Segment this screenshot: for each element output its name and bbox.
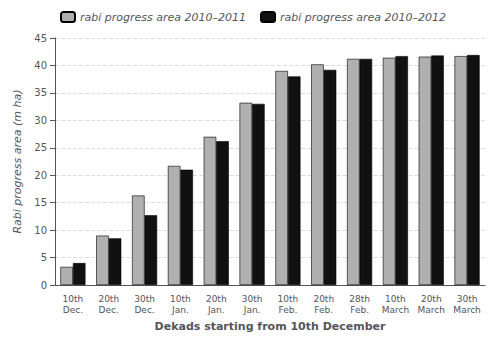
svg-text:28th: 28th [349,294,370,304]
svg-text:30: 30 [34,115,47,126]
svg-text:10th: 10th [63,294,84,304]
svg-text:15: 15 [34,197,47,208]
svg-text:5: 5 [41,252,47,263]
svg-text:20th: 20th [98,294,119,304]
svg-text:rabi progress area 2010–2012: rabi progress area 2010–2012 [280,11,446,24]
svg-text:45: 45 [34,33,47,44]
svg-text:Feb.: Feb. [350,305,369,315]
svg-text:Rabi progress area (m ha): Rabi progress area (m ha) [11,89,24,233]
svg-text:Jan.: Jan. [171,305,189,315]
svg-text:Dec.: Dec. [63,305,83,315]
svg-text:20th: 20th [421,294,442,304]
svg-text:40: 40 [34,60,47,71]
svg-text:Feb.: Feb. [279,305,298,315]
svg-text:10th: 10th [278,294,299,304]
svg-text:Dec.: Dec. [134,305,154,315]
svg-text:Feb.: Feb. [314,305,333,315]
svg-text:35: 35 [34,87,47,98]
svg-text:0: 0 [41,280,47,291]
svg-text:Jan.: Jan. [243,305,261,315]
svg-text:30th: 30th [242,294,263,304]
svg-text:March: March [453,305,480,315]
svg-text:20: 20 [34,170,47,181]
svg-text:10th: 10th [385,294,406,304]
svg-text:20th: 20th [313,294,334,304]
svg-text:30th: 30th [134,294,155,304]
svg-text:Dec.: Dec. [99,305,119,315]
svg-text:10: 10 [34,225,47,236]
svg-text:Dekads starting from 10th Dece: Dekads starting from 10th December [155,320,386,333]
svg-text:March: March [382,305,409,315]
svg-text:March: March [418,305,445,315]
svg-text:30th: 30th [457,294,478,304]
svg-text:25: 25 [34,142,47,153]
svg-text:20th: 20th [206,294,227,304]
svg-text:rabi progress area 2010–2011: rabi progress area 2010–2011 [80,11,246,24]
svg-text:10th: 10th [170,294,191,304]
svg-text:Jan.: Jan. [207,305,225,315]
